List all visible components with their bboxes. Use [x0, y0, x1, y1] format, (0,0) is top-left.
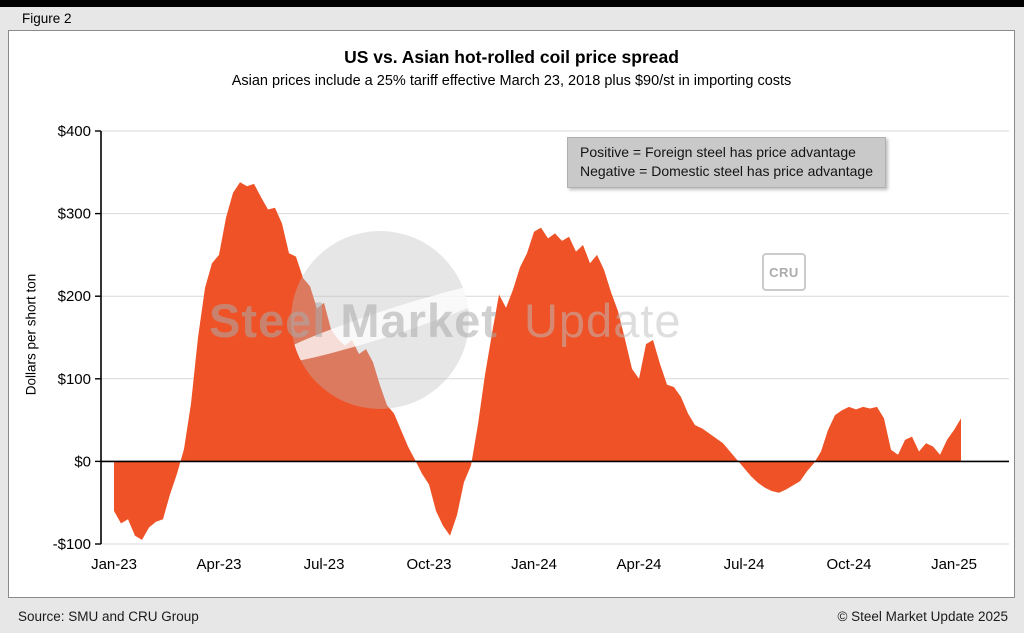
figure-label: Figure 2: [22, 11, 72, 26]
svg-text:Jan-23: Jan-23: [91, 556, 137, 573]
cru-logo: CRU: [762, 253, 806, 291]
svg-text:Jul-23: Jul-23: [304, 556, 345, 573]
svg-text:-$100: -$100: [53, 536, 91, 553]
chart-svg: -$100 $0 $100 $200 $300 $400 Jan-23 Apr-23 Jul-2…: [53, 123, 1009, 573]
chart-subtitle: Asian prices include a 25% tariff effect…: [231, 73, 792, 89]
svg-text:Apr-23: Apr-23: [196, 556, 241, 573]
svg-text:$400: $400: [58, 123, 91, 140]
svg-text:Jan-24: Jan-24: [511, 556, 557, 573]
svg-text:Jan-25: Jan-25: [931, 556, 977, 573]
legend-line-negative: Negative = Domestic steel has price adva…: [580, 163, 873, 179]
top-black-bar: [0, 0, 1024, 7]
footer-copyright: © Steel Market Update 2025: [837, 609, 1008, 624]
legend-box: Positive = Foreign steel has price advan…: [567, 137, 886, 188]
y-axis-title: Dollars per short ton: [23, 273, 39, 396]
footer-source: Source: SMU and CRU Group: [18, 609, 199, 624]
svg-text:Jul-24: Jul-24: [724, 556, 765, 573]
legend-line-positive: Positive = Foreign steel has price advan…: [580, 144, 856, 160]
svg-text:Oct-24: Oct-24: [826, 556, 871, 573]
chart-panel: US vs. Asian hot-rolled coil price sprea…: [8, 30, 1015, 598]
svg-text:$200: $200: [58, 288, 91, 305]
svg-text:$100: $100: [58, 371, 91, 388]
svg-text:$300: $300: [58, 206, 91, 223]
watermark-swoosh: [291, 269, 469, 375]
svg-text:Oct-23: Oct-23: [406, 556, 451, 573]
watermark-logo-circle: [291, 231, 469, 409]
chart-title: US vs. Asian hot-rolled coil price sprea…: [344, 47, 679, 67]
svg-text:$0: $0: [74, 453, 91, 470]
svg-text:Apr-24: Apr-24: [616, 556, 661, 573]
